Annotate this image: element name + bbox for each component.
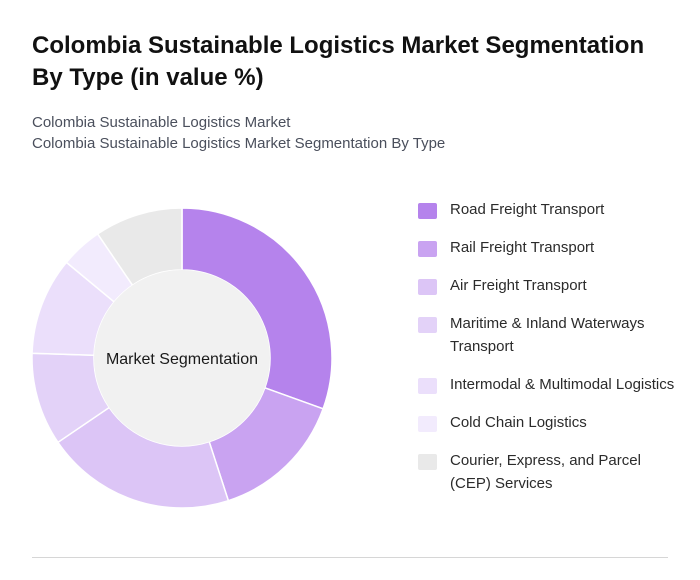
donut-chart: Market Segmentation bbox=[31, 207, 333, 509]
legend-label: Cold Chain Logistics bbox=[450, 414, 587, 431]
donut-hole bbox=[94, 270, 270, 446]
legend-label: Rail Freight Transport bbox=[450, 239, 595, 256]
legend-item: Maritime & Inland Waterways Transport bbox=[418, 312, 678, 358]
donut-slices bbox=[31, 207, 333, 509]
legend-item: Air Freight Transport bbox=[418, 274, 678, 297]
legend-item: Cold Chain Logistics bbox=[418, 411, 678, 434]
donut-center-label: Market Segmentation bbox=[106, 351, 258, 368]
legend-item: Road Freight Transport bbox=[418, 198, 678, 221]
legend-label: Intermodal & Multimodal Logistics bbox=[450, 376, 675, 393]
legend-label: Courier, Express, and Parcel (CEP) Servi… bbox=[450, 452, 641, 492]
legend-swatch bbox=[418, 203, 437, 219]
legend-swatch bbox=[418, 241, 437, 257]
legend-item: Rail Freight Transport bbox=[418, 236, 678, 259]
chart-title: Colombia Sustainable Logistics Market Se… bbox=[32, 32, 645, 91]
breadcrumb-segmentation: Colombia Sustainable Logistics Market Se… bbox=[32, 135, 446, 152]
bottom-divider bbox=[32, 557, 668, 558]
legend-swatch bbox=[418, 279, 437, 295]
legend-label: Maritime & Inland Waterways Transport bbox=[450, 315, 645, 355]
chart-legend: Road Freight Transport Rail Freight Trans… bbox=[418, 198, 678, 510]
legend-label: Road Freight Transport bbox=[450, 201, 605, 218]
legend-swatch bbox=[418, 416, 437, 432]
legend-swatch bbox=[418, 454, 437, 470]
legend-swatch bbox=[418, 378, 437, 394]
legend-item: Intermodal & Multimodal Logistics bbox=[418, 373, 678, 396]
legend-item: Courier, Express, and Parcel (CEP) Servi… bbox=[418, 449, 678, 495]
legend-swatch bbox=[418, 317, 437, 333]
breadcrumb-market: Colombia Sustainable Logistics Market bbox=[32, 114, 291, 131]
legend-label: Air Freight Transport bbox=[450, 277, 587, 294]
